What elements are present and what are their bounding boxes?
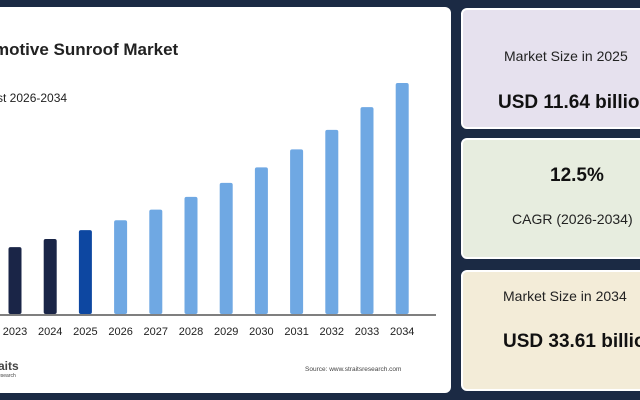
bar-2033: [360, 107, 374, 315]
bar-2025: [78, 230, 92, 314]
x-tick-2027: 2027: [144, 326, 168, 338]
market-size-2034-label: Market Size in 2034: [503, 288, 627, 304]
x-tick-2032: 2032: [320, 326, 344, 338]
x-tick-2023: 2023: [3, 326, 27, 338]
market-size-2025-value: USD 11.64 billio: [498, 92, 640, 113]
chart-subtitle: st 2026-2034: [0, 91, 68, 105]
x-tick-2025: 2025: [73, 326, 97, 338]
cagr-value: 12.5%: [550, 165, 604, 186]
x-tick-2029: 2029: [214, 326, 238, 338]
brand-logo: aits esearch: [0, 359, 28, 381]
x-tick-2034: 2034: [390, 326, 414, 338]
market-size-2034-card: Market Size in 2034 USD 33.61 billio: [461, 270, 640, 391]
bar-2027: [149, 209, 163, 314]
bar-2032: [325, 129, 339, 314]
bar-2030: [254, 167, 268, 314]
x-tick-2033: 2033: [355, 326, 379, 338]
bar-2029: [219, 182, 233, 314]
chart-panel: motive Sunroof Market st 2026-2034 2023 2…: [0, 7, 451, 393]
x-tick-2028: 2028: [179, 326, 203, 338]
x-tick-2024: 2024: [38, 326, 62, 338]
market-size-2025-card: Market Size in 2025 USD 11.64 billio: [461, 8, 640, 129]
x-tick-2030: 2030: [249, 326, 273, 338]
logo-sub-text: esearch: [0, 373, 16, 379]
x-tick-2026: 2026: [108, 326, 132, 338]
bar-2024: [43, 239, 57, 314]
bar-chart: 2023 2024 2025 2026 2027 2028 2029 2030 2031 2032…: [0, 82, 436, 338]
bar-2028: [184, 196, 198, 314]
logo-main-text: aits: [0, 359, 19, 373]
bar-2034: [395, 82, 409, 314]
cagr-card: 12.5% CAGR (2026-2034): [461, 138, 640, 259]
bar-2026: [114, 220, 128, 314]
bar-2023: [8, 247, 22, 314]
chart-title: motive Sunroof Market: [0, 40, 179, 59]
x-tick-2031: 2031: [284, 326, 308, 338]
bar-2031: [290, 149, 304, 314]
cagr-label: CAGR (2026-2034): [512, 211, 633, 227]
market-size-2034-value: USD 33.61 billio: [503, 331, 640, 352]
source-note: Source: www.straitsresearch.com: [305, 366, 402, 373]
market-size-2025-label: Market Size in 2025: [504, 48, 628, 64]
